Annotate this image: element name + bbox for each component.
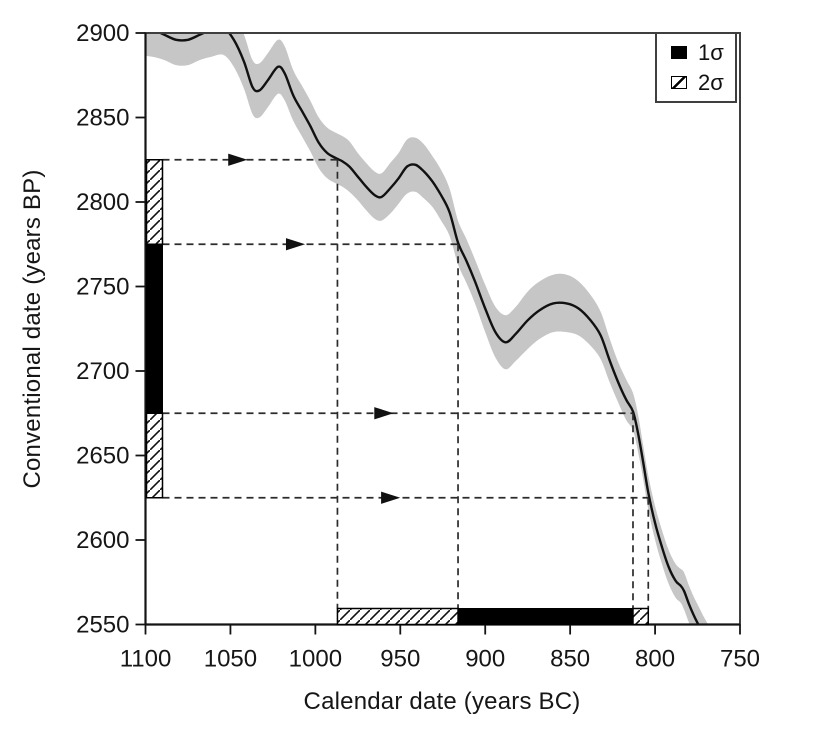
- arrow-right-icon: [228, 153, 248, 166]
- curve-layer: [145, 33, 709, 625]
- calibration-curve: [157, 33, 700, 625]
- y-axis-1sigma-bar: [146, 243, 163, 414]
- x-tick-label: 1000: [289, 646, 342, 673]
- legend-item-2sigma: 2σ: [657, 69, 735, 95]
- legend-item-1sigma: 1σ: [657, 39, 735, 65]
- y-axis-2sigma-bar: [145, 412, 164, 499]
- y-tick-label: 2700: [76, 358, 129, 385]
- x-tick-label: 950: [380, 646, 420, 673]
- y-tick-label: 2850: [76, 105, 129, 132]
- y-tick-label: 2750: [76, 274, 129, 301]
- uncertainty-band: [145, 33, 709, 625]
- legend-swatch-2sigma-icon: [671, 76, 687, 89]
- x-tick-label: 1100: [120, 646, 172, 673]
- connector-lines: [162, 153, 650, 609]
- legend: 1σ 2σ: [655, 32, 737, 103]
- x-axis-2sigma-bar: [336, 607, 459, 626]
- x-tick-label: 900: [465, 646, 505, 673]
- y-tick-label: 2900: [76, 20, 129, 47]
- y-tick-label: 2600: [76, 527, 129, 554]
- axis-ticks: 1100 1050 1000 950 900 850 800 750 2550 2600 2650 2…: [76, 20, 760, 673]
- y-tick-label: 2650: [76, 443, 129, 470]
- arrow-right-icon: [285, 238, 306, 251]
- legend-label-1sigma: 1σ: [698, 39, 724, 65]
- x-axis-1sigma-bar: [457, 608, 634, 625]
- x-tick-label: 800: [635, 646, 675, 673]
- legend-label-2sigma: 2σ: [698, 69, 724, 95]
- y-tick-label: 2800: [76, 189, 129, 216]
- x-tick-label: 1050: [204, 646, 257, 673]
- x-axis-range-bars: [336, 607, 650, 626]
- arrow-right-icon: [381, 491, 401, 504]
- x-tick-label: 750: [720, 646, 760, 673]
- arrow-right-icon: [374, 407, 394, 420]
- y-axis-range-bars: [145, 159, 164, 499]
- y-tick-label: 2550: [76, 612, 129, 639]
- x-tick-label: 850: [550, 646, 590, 673]
- x-axis-2sigma-bar: [632, 607, 650, 626]
- x-axis-title: Calendar date (years BC): [303, 688, 581, 715]
- plot-frame: [144, 32, 741, 626]
- y-axis-2sigma-bar: [145, 159, 164, 245]
- y-axis-title: Conventional date (years BP): [19, 169, 46, 489]
- legend-swatch-1sigma-icon: [671, 46, 687, 59]
